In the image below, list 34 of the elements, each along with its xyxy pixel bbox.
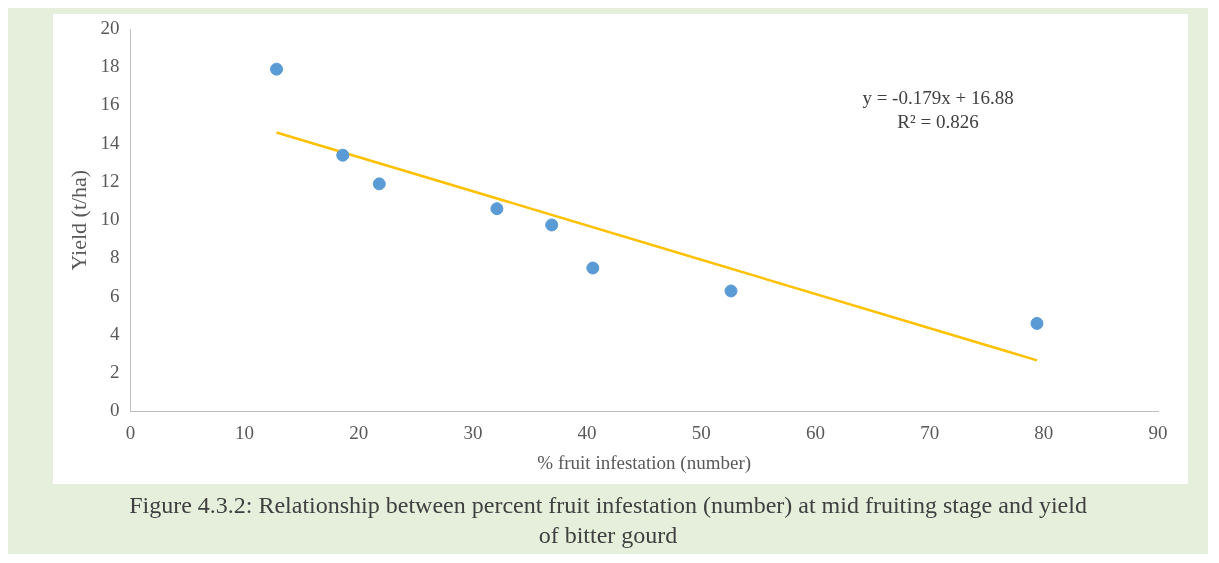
annotation: y = -0.179x + 16.88 [862, 87, 1014, 108]
point [586, 261, 600, 275]
y-tick-label: 10 [100, 208, 120, 230]
point [490, 202, 504, 216]
x-tick-label: 70 [920, 421, 940, 443]
y-tick-label: 2 [109, 361, 120, 383]
y-tick-label: 16 [100, 93, 120, 115]
x-tick-label: 40 [577, 421, 597, 443]
x-tick-label: 50 [691, 421, 711, 443]
annotation: R² = 0.826 [897, 111, 979, 132]
point [545, 218, 559, 232]
point [270, 62, 284, 76]
x-tick-label: 30 [463, 421, 483, 443]
caption: Figure 4.3.2: Relationship between percent fruit infestation (number) at mid fruiting stage and yield of bitter gourd [128, 491, 1088, 550]
x-tick-label: 60 [805, 421, 825, 443]
y-tick-label: 12 [100, 169, 120, 191]
y-tick-label: 0 [109, 399, 120, 421]
point [724, 284, 738, 298]
point [1030, 316, 1044, 330]
y-tick-label: 14 [100, 131, 120, 153]
y-tick-label: 4 [109, 322, 120, 344]
x-tick-label: 90 [1148, 421, 1168, 443]
x-tick-label: 10 [235, 421, 255, 443]
y-tick-label: 6 [109, 284, 120, 306]
point [372, 177, 386, 191]
y-axis-title: Yield (t/ha) [65, 169, 91, 271]
x-axis-title: % fruit infestation (number) [537, 451, 752, 474]
y-tick-label: 18 [100, 55, 120, 77]
y-tick-label: 20 [100, 16, 120, 38]
x-tick-label: 80 [1034, 421, 1054, 443]
y-tick-label: 8 [109, 246, 120, 268]
x-tick-label: 20 [349, 421, 369, 443]
point [336, 148, 350, 162]
x-tick-label: 0 [125, 421, 136, 443]
